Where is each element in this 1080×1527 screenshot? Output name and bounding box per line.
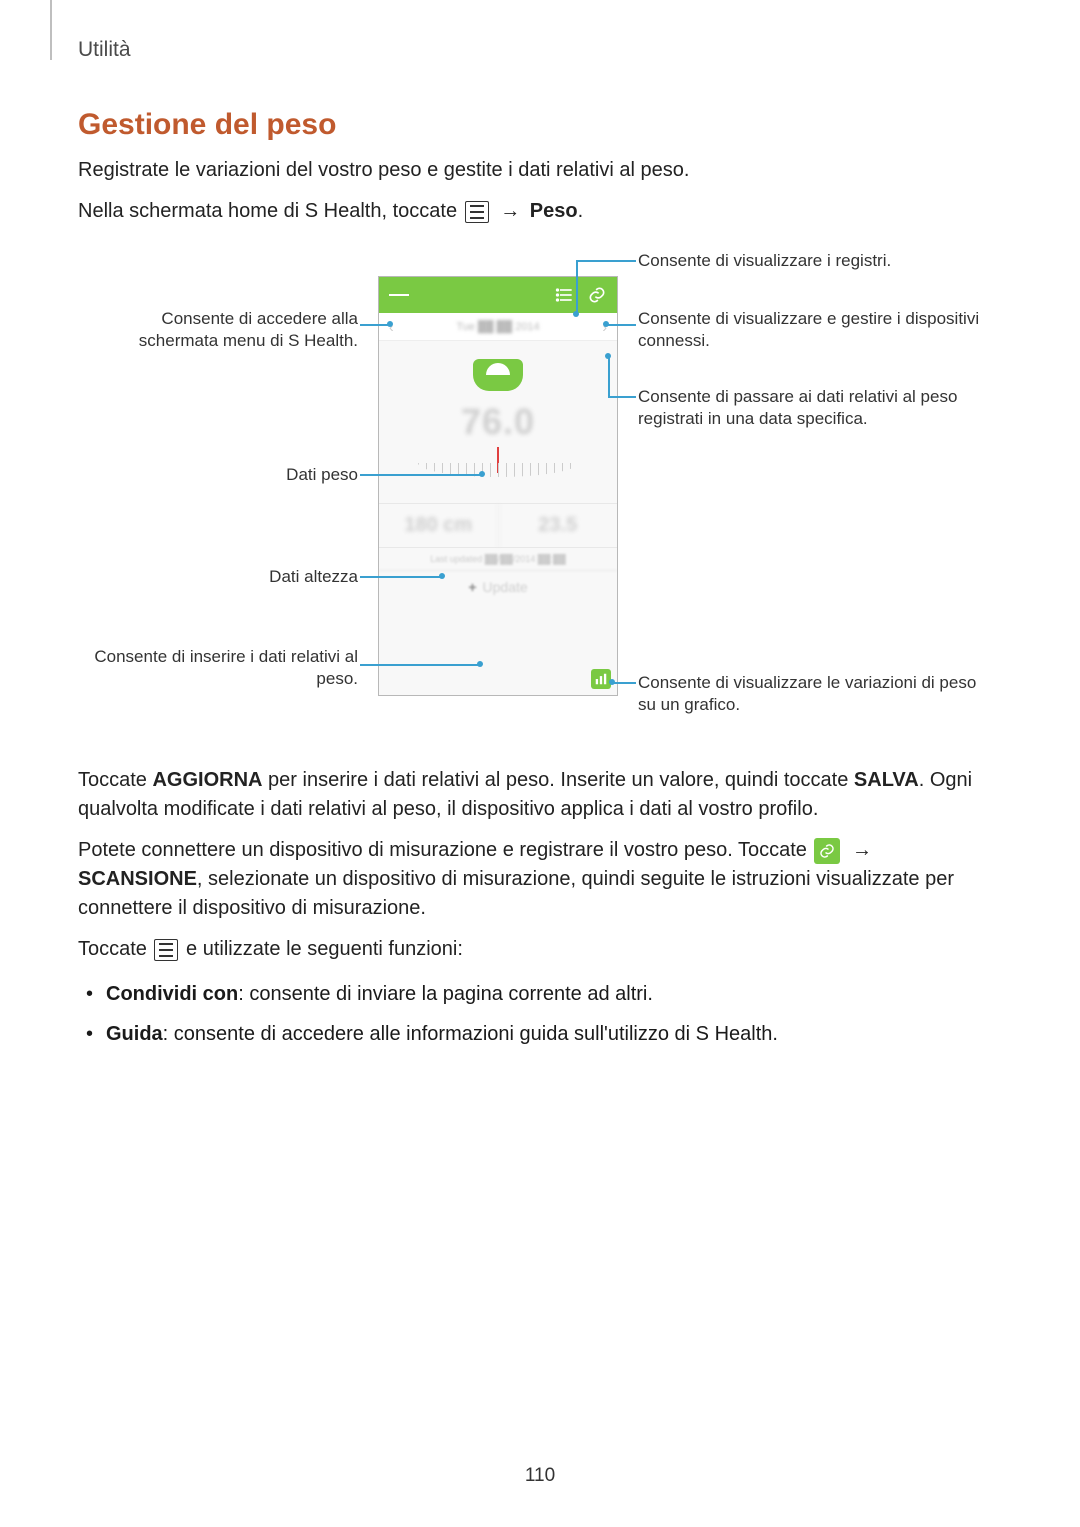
link-badge-icon (814, 838, 840, 864)
b2-bold: Guida (106, 1023, 163, 1045)
leader (606, 324, 636, 326)
intro-line-2: Nella schermata home di S Health, toccat… (78, 197, 1002, 226)
leader (360, 474, 480, 476)
plus-icon: + (468, 579, 476, 595)
section-title: Gestione del peso (78, 108, 1002, 142)
b1-rest: : consente di inviare la pagina corrente… (238, 983, 653, 1005)
leader-dot (609, 679, 615, 685)
leader-dot (387, 321, 393, 327)
p1-pre: Toccate (78, 769, 152, 791)
leader (360, 664, 478, 666)
hamburger-icon (154, 939, 178, 961)
p2-b1: SCANSIONE (78, 868, 197, 890)
phone-mock: ‹ Tue ██ ██ 2014 › 76.0 180 cm 23.5 Last… (378, 276, 618, 696)
leader-dot (605, 353, 611, 359)
bullet-condividi: Condividi con: consente di inviare la pa… (106, 978, 1002, 1010)
chart-icon[interactable] (591, 669, 611, 689)
callout-chart: Consente di visualizzare le variazioni d… (638, 672, 998, 716)
callout-height: Dati altezza (78, 566, 358, 588)
height-value: 180 cm (379, 504, 499, 547)
weight-value: 76.0 (379, 401, 617, 443)
phone-date-row[interactable]: ‹ Tue ██ ██ 2014 › (379, 313, 617, 341)
b1-bold: Condividi con (106, 983, 238, 1005)
leader (608, 396, 636, 398)
hamburger-icon (465, 201, 489, 223)
phone-body: 76.0 180 cm 23.5 Last updated ██/██/2014… (379, 341, 617, 603)
scale-icon (473, 359, 523, 391)
page-content: Gestione del peso Registrate le variazio… (78, 108, 1002, 1058)
leader (608, 356, 610, 396)
p1-b1: AGGIORNA (152, 769, 262, 791)
breadcrumb: Utilità (78, 38, 131, 62)
height-bmi-row: 180 cm 23.5 (379, 503, 617, 548)
p3-post: e utilizzate le seguenti funzioni: (186, 938, 463, 960)
page-number: 110 (525, 1465, 555, 1487)
callout-date: Consente di passare ai dati relativi al … (638, 386, 998, 430)
bmi-value: 23.5 (499, 504, 618, 547)
para-scansione: Potete connettere un dispositivo di misu… (78, 836, 1002, 923)
list-icon[interactable] (555, 285, 575, 305)
callout-insert: Consente di inserire i dati relativi al … (78, 646, 358, 690)
p1-b2: SALVA (854, 769, 919, 791)
intro2-bold: Peso (530, 200, 578, 222)
para-toccate: Toccate e utilizzate le seguenti funzion… (78, 935, 1002, 964)
intro-line-1: Registrate le variazioni del vostro peso… (78, 156, 1002, 185)
page-margin-line (50, 0, 52, 60)
leader-dot (477, 661, 483, 667)
arrow-icon: → (500, 200, 520, 222)
callout-menu: Consente di accedere alla schermata menu… (78, 308, 358, 352)
leader-dot (439, 573, 445, 579)
p2-pre: Potete connettere un dispositivo di misu… (78, 839, 812, 861)
para-aggiorna: Toccate AGGIORNA per inserire i dati rel… (78, 766, 1002, 824)
annotated-screenshot: ‹ Tue ██ ██ 2014 › 76.0 180 cm 23.5 Last… (78, 246, 1002, 726)
b2-rest: : consente di accedere alle informazioni… (163, 1023, 778, 1045)
leader (576, 260, 578, 314)
update-label: Update (483, 579, 528, 595)
callout-devices: Consente di visualizzare e gestire i dis… (638, 308, 998, 352)
leader (360, 324, 388, 326)
leader (612, 682, 636, 684)
leader-dot (479, 471, 485, 477)
phone-header-right (555, 285, 607, 305)
leader (360, 576, 440, 578)
leader-dot (573, 311, 579, 317)
dial (418, 447, 578, 487)
leader-dot (603, 321, 609, 327)
intro2-pre: Nella schermata home di S Health, toccat… (78, 200, 463, 222)
p2-post: , selezionate un dispositivo di misurazi… (78, 868, 954, 919)
intro2-period: . (578, 200, 584, 222)
phone-menu-icon[interactable] (389, 285, 409, 305)
phone-header (379, 277, 617, 313)
arrow-icon: → (852, 839, 872, 861)
last-updated: Last updated ██/██/2014 ██:██ (379, 548, 617, 570)
update-row[interactable]: + Update (379, 570, 617, 603)
p1-mid: per inserire i dati relativi al peso. In… (262, 769, 853, 791)
p3-pre: Toccate (78, 938, 152, 960)
leader (576, 260, 636, 262)
callout-weight: Dati peso (78, 464, 358, 486)
callout-registry: Consente di visualizzare i registri. (638, 250, 998, 272)
date-blur: Tue ██ ██ 2014 (456, 321, 539, 333)
link-icon[interactable] (587, 285, 607, 305)
bullet-list: Condividi con: consente di inviare la pa… (78, 978, 1002, 1050)
bullet-guida: Guida: consente di accedere alle informa… (106, 1018, 1002, 1050)
